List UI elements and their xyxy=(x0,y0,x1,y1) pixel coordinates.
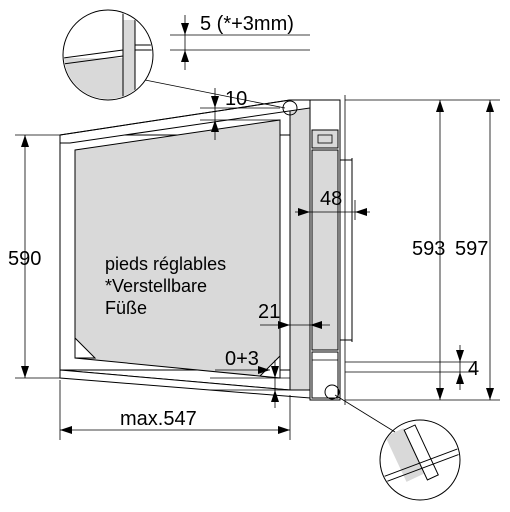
label-max547: max.547 xyxy=(120,408,197,430)
label-593: 593 xyxy=(412,238,445,260)
label-feet-de1: *Verstellbare xyxy=(105,276,207,296)
dim-593-597: 593 597 xyxy=(345,100,500,400)
label-inner-top: 10 xyxy=(225,88,247,110)
side-panel xyxy=(290,100,310,390)
oven-cavity xyxy=(75,120,280,378)
label-0plus3: 0+3 xyxy=(225,348,259,370)
dim-590: 590 xyxy=(8,135,60,378)
label-590: 590 xyxy=(8,248,41,270)
oven-door xyxy=(312,150,338,350)
label-top-gap: 5 (*+3mm) xyxy=(200,13,294,35)
label-feet-de2: Füße xyxy=(105,298,147,318)
label-feet-fr: pieds réglables xyxy=(105,254,226,274)
dim-top-gap: 5 (*+3mm) xyxy=(170,13,310,70)
label-21: 21 xyxy=(258,301,280,323)
control-panel xyxy=(312,130,338,148)
dim-4: 4 xyxy=(345,345,479,390)
label-4: 4 xyxy=(468,358,479,380)
label-handle: 48 xyxy=(320,188,342,210)
oven-dimension-diagram: 5 (*+3mm) 10 48 21 0+3 xyxy=(0,0,510,512)
label-597: 597 xyxy=(455,238,488,260)
